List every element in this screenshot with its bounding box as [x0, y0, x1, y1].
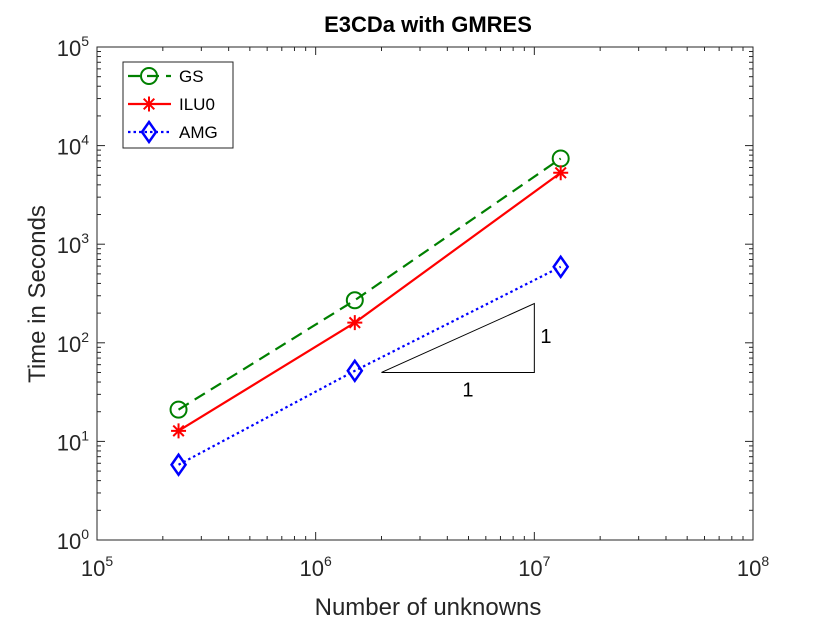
plot-area: 105 106 107 108 100 101 102 103 104 105 1 1 GS ILU0 AM…	[57, 33, 770, 581]
legend-marker-ilu0	[141, 96, 157, 112]
x-tick-label: 106	[300, 553, 332, 581]
chart-title: E3CDa with GMRES	[324, 12, 532, 37]
legend-marker-gs	[140, 67, 158, 85]
y-tick-label: 101	[57, 427, 89, 455]
legend-entry-gs: GS	[128, 67, 204, 86]
slope-label-vertical: 1	[540, 326, 551, 348]
legend-label-ilu0: ILU0	[179, 95, 215, 114]
x-axis-title: Number of unknowns	[315, 594, 542, 621]
legend-label-amg: AMG	[179, 123, 218, 142]
axes-frame	[96, 46, 754, 541]
x-tick-label: 108	[737, 553, 769, 581]
series-ilu0	[171, 165, 569, 439]
data-point-gs	[345, 291, 364, 310]
data-point-amg	[346, 358, 364, 383]
legend: GS ILU0 AMG	[122, 61, 234, 149]
data-point-gs	[169, 400, 188, 419]
y-tick-label: 104	[57, 132, 89, 160]
data-point-ilu0	[347, 315, 363, 331]
legend-marker-amg	[140, 119, 158, 145]
y-axis-title: Time in Seconds	[24, 205, 51, 383]
data-point-ilu0	[553, 165, 569, 181]
x-tick-label: 105	[81, 553, 113, 581]
series-amg	[170, 254, 570, 477]
slope-label-horizontal: 1	[462, 379, 473, 401]
data-point-amg	[170, 452, 188, 477]
legend-entry-ilu0: ILU0	[128, 95, 215, 114]
x-tick-label: 107	[518, 553, 550, 581]
data-point-amg	[552, 254, 570, 279]
y-tick-label: 100	[57, 526, 89, 554]
legend-entry-amg: AMG	[128, 119, 218, 145]
y-tick-label: 103	[57, 230, 89, 258]
slope-triangle	[381, 302, 535, 373]
data-point-ilu0	[171, 423, 187, 439]
y-tick-label: 105	[57, 33, 89, 61]
series-line-amg	[178, 265, 562, 466]
y-tick-label: 102	[57, 329, 89, 357]
legend-label-gs: GS	[179, 67, 204, 86]
